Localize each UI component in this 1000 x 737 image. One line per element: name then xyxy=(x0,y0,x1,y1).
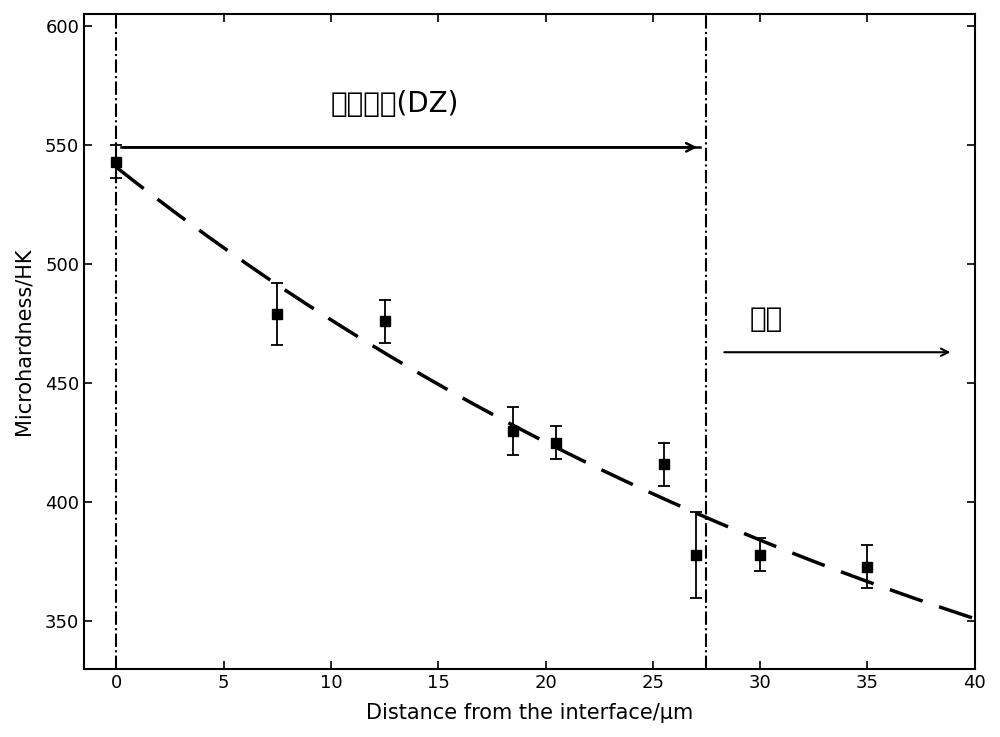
Text: 氮扩散层(DZ): 氮扩散层(DZ) xyxy=(331,91,459,119)
Text: 基体: 基体 xyxy=(749,305,783,333)
X-axis label: Distance from the interface/μm: Distance from the interface/μm xyxy=(366,703,693,723)
Y-axis label: Microhardness/HK: Microhardness/HK xyxy=(14,248,34,436)
